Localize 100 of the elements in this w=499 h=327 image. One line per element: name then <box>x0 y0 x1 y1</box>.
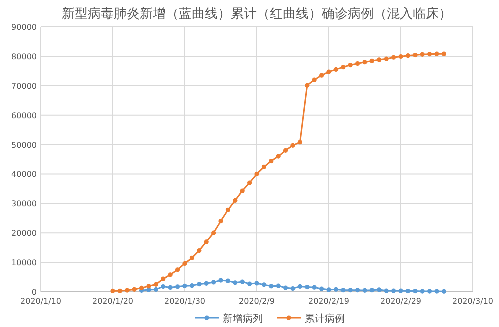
point <box>305 284 310 290</box>
point <box>197 248 202 254</box>
point <box>269 284 274 289</box>
y-tick-label: 0 <box>32 288 37 297</box>
point <box>212 280 216 285</box>
legend-label: 累计病例 <box>305 313 345 325</box>
point <box>190 256 194 260</box>
point <box>276 284 281 288</box>
point <box>218 278 224 283</box>
point <box>212 230 216 236</box>
y-tick-label: 10000 <box>12 258 37 268</box>
x-tick-label: 2020/1/30 <box>164 297 206 306</box>
x-tick-label: 2020/1/10 <box>20 297 62 306</box>
y-tick-label: 20000 <box>12 229 37 238</box>
point <box>312 285 317 290</box>
point <box>348 288 353 293</box>
point <box>320 286 324 292</box>
point <box>168 272 173 278</box>
point <box>362 288 368 293</box>
point <box>290 143 296 148</box>
y-tick-label: 40000 <box>12 170 37 180</box>
point <box>428 52 432 57</box>
point <box>226 278 230 284</box>
point <box>442 289 446 294</box>
point <box>190 284 194 288</box>
point <box>434 52 440 56</box>
point <box>284 286 288 290</box>
point <box>348 62 353 68</box>
point <box>326 70 332 74</box>
point <box>334 287 338 292</box>
point <box>218 219 224 224</box>
point <box>341 288 346 293</box>
point <box>226 208 230 212</box>
point <box>254 172 260 177</box>
point <box>377 58 382 62</box>
point <box>204 240 209 244</box>
point <box>413 52 418 58</box>
point <box>298 284 302 289</box>
point <box>262 282 266 288</box>
point <box>197 282 202 287</box>
point <box>290 286 296 292</box>
y-tick-label: 60000 <box>12 111 37 120</box>
point <box>420 289 425 294</box>
point <box>442 52 446 56</box>
point <box>154 282 158 287</box>
point <box>240 188 245 194</box>
point <box>269 158 274 164</box>
point <box>233 198 238 204</box>
point <box>176 284 180 290</box>
point <box>341 65 346 70</box>
x-tick-label: 2020/1/20 <box>92 297 134 306</box>
point <box>132 287 137 292</box>
point <box>370 58 374 64</box>
point <box>356 62 360 66</box>
point <box>406 288 410 294</box>
point <box>384 288 389 294</box>
point <box>434 289 440 294</box>
point <box>240 280 245 284</box>
point <box>204 281 209 286</box>
chart-title: 新型病毒肺炎新增（蓝曲线）累计（红曲线）确诊病例（混入临床） <box>62 7 452 22</box>
point <box>312 78 317 82</box>
point <box>320 73 324 78</box>
point <box>398 54 404 60</box>
point <box>326 288 332 292</box>
point <box>161 284 166 290</box>
point <box>384 56 389 62</box>
point <box>176 268 180 272</box>
point <box>233 280 238 286</box>
point <box>168 285 173 290</box>
x-tick-label: 2020/2/29 <box>380 297 422 306</box>
point <box>392 55 396 60</box>
point <box>182 261 188 266</box>
point <box>298 140 302 145</box>
point <box>125 288 130 293</box>
point <box>154 287 158 292</box>
point <box>398 288 404 294</box>
point <box>420 52 425 57</box>
point <box>377 288 382 292</box>
y-tick-label: 90000 <box>12 23 37 32</box>
point <box>305 83 310 88</box>
point <box>110 288 116 294</box>
point <box>182 284 188 288</box>
point <box>140 286 144 290</box>
point <box>146 284 152 289</box>
point <box>370 288 374 293</box>
point <box>161 276 166 282</box>
point <box>334 67 338 72</box>
y-tick-label: 30000 <box>12 200 37 209</box>
point <box>413 288 418 294</box>
point <box>392 288 396 294</box>
point <box>254 281 260 286</box>
y-tick-label: 80000 <box>12 52 37 62</box>
point <box>262 164 266 170</box>
legend-label: 新增病列 <box>223 313 263 325</box>
point <box>428 289 432 294</box>
point <box>356 288 360 293</box>
x-tick-label: 2020/2/9 <box>239 297 275 306</box>
point <box>248 180 252 186</box>
y-tick-label: 70000 <box>12 82 37 91</box>
point <box>276 154 281 159</box>
